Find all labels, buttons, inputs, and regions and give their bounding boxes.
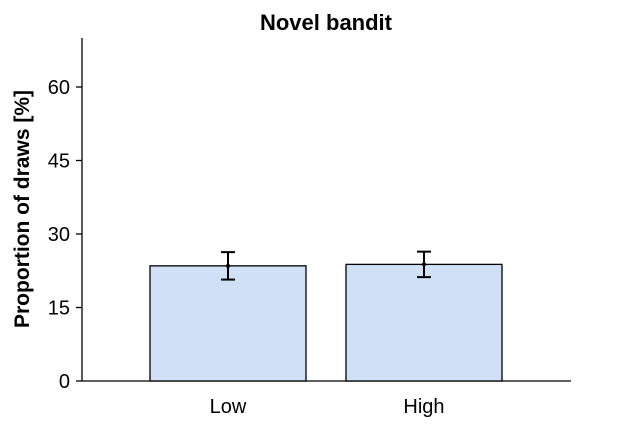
mean-point-high	[422, 262, 426, 267]
x-category-label-high: High	[403, 396, 444, 418]
y-tick-label-2: 30	[48, 224, 70, 246]
y-tick-label-1: 15	[48, 298, 70, 320]
x-category-labels: Low High	[210, 396, 445, 418]
y-tick-label-4: 60	[48, 77, 70, 99]
y-tick-label-3: 45	[48, 151, 70, 173]
y-axis-label: Proportion of draws [%]	[11, 90, 34, 328]
bar-low	[149, 265, 307, 382]
x-category-label-low: Low	[210, 396, 247, 418]
y-tick-label-0: 0	[59, 371, 70, 393]
y-ticks: 0 15 30 45 60	[48, 77, 82, 393]
mean-point-low	[226, 263, 230, 268]
bars	[149, 263, 503, 382]
chart-title: Novel bandit	[260, 10, 393, 35]
error-bars	[221, 250, 431, 281]
bar-high	[345, 263, 503, 382]
